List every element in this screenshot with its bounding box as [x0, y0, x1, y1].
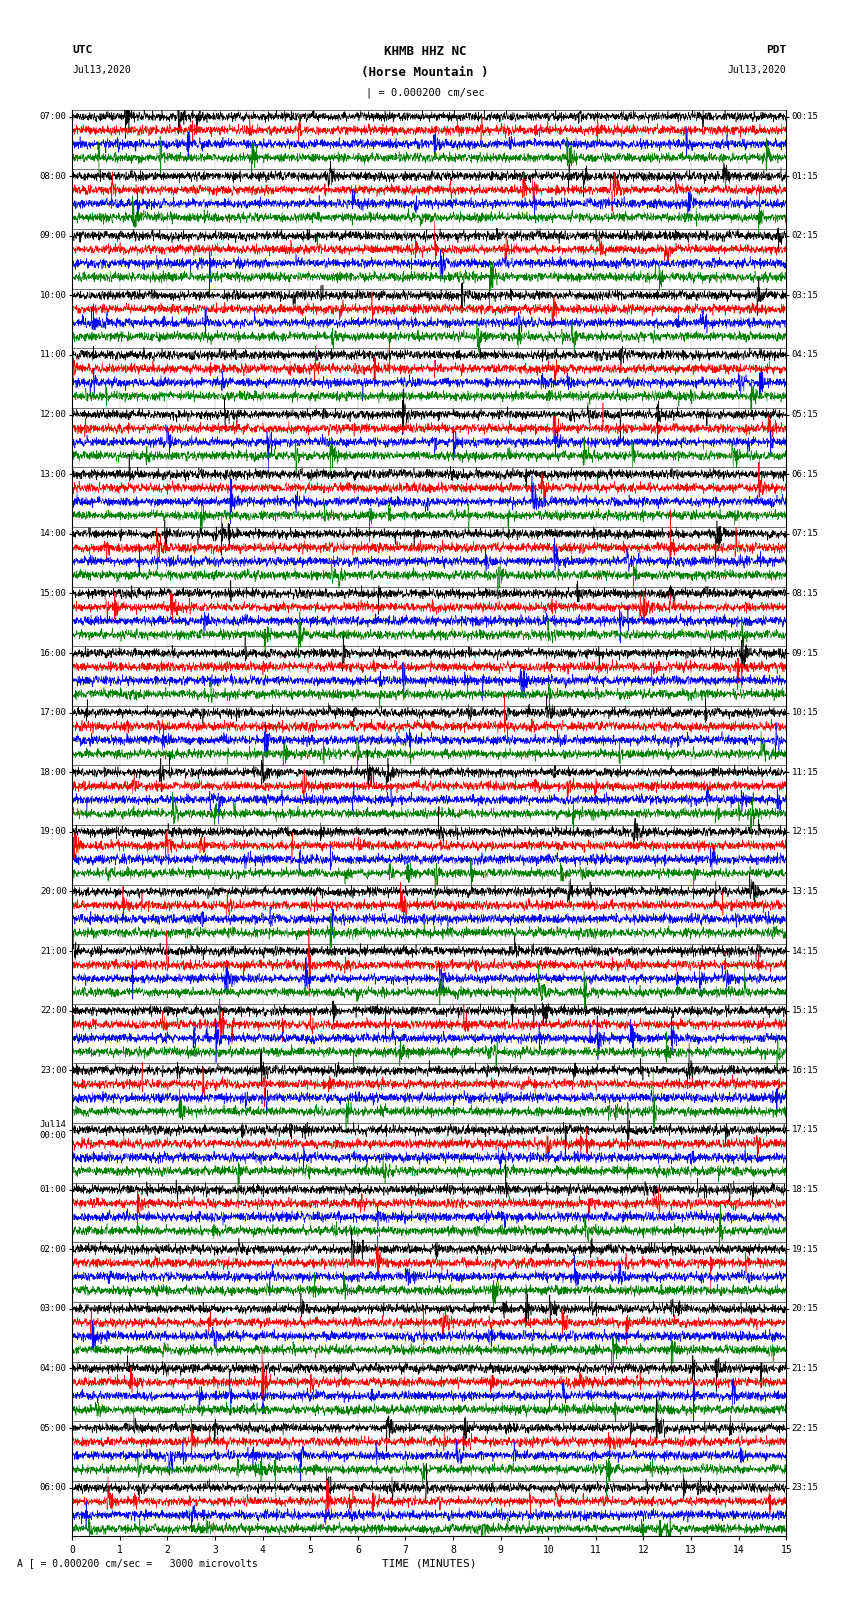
X-axis label: TIME (MINUTES): TIME (MINUTES) [382, 1558, 477, 1569]
Text: | = 0.000200 cm/sec: | = 0.000200 cm/sec [366, 87, 484, 98]
Text: (Horse Mountain ): (Horse Mountain ) [361, 66, 489, 79]
Text: UTC: UTC [72, 45, 93, 55]
Text: PDT: PDT [766, 45, 786, 55]
Text: Jul13,2020: Jul13,2020 [728, 65, 786, 74]
Text: Jul13,2020: Jul13,2020 [72, 65, 131, 74]
Text: KHMB HHZ NC: KHMB HHZ NC [383, 45, 467, 58]
Text: A [ = 0.000200 cm/sec =   3000 microvolts: A [ = 0.000200 cm/sec = 3000 microvolts [17, 1558, 258, 1568]
